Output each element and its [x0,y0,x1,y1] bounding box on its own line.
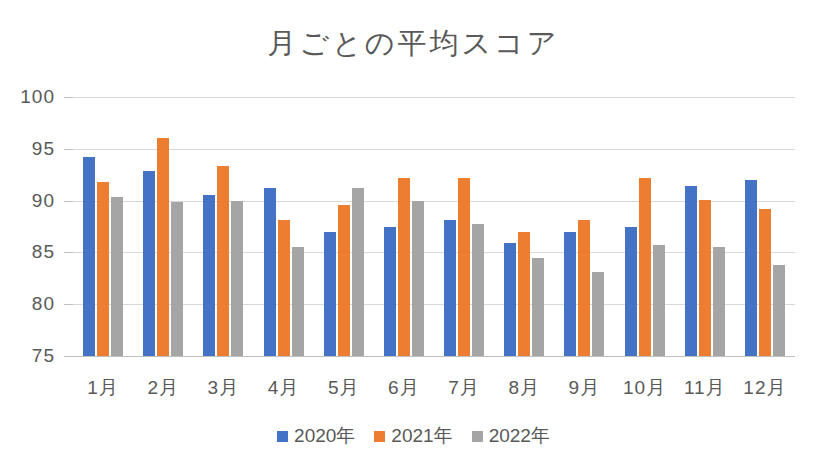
bar-2021年-6月 [398,178,410,356]
gridline-95 [73,149,795,150]
bar-2021年-9月 [578,220,590,356]
y-tick-80 [64,304,73,305]
bar-2022年-3月 [231,201,243,356]
y-axis-label-95: 95 [0,139,55,159]
y-tick-95 [64,149,73,150]
y-tick-100 [64,97,73,98]
y-axis-label-80: 80 [0,294,55,314]
bar-2020年-2月 [143,171,155,356]
legend-swatch-2020年 [277,431,288,442]
x-axis-label-2月: 2月 [147,376,179,400]
bar-2021年-4月 [278,220,290,356]
bar-2021年-7月 [458,178,470,356]
bar-2020年-1月 [83,157,95,356]
x-axis-label-1月: 1月 [87,376,119,400]
x-axis-label-11月: 11月 [684,376,726,400]
legend-swatch-2022年 [472,431,483,442]
bar-2021年-10月 [639,178,651,356]
x-axis-label-12月: 12月 [743,376,786,400]
bar-2020年-3月 [203,195,215,356]
bar-2022年-8月 [532,258,544,356]
y-axis-label-75: 75 [0,346,55,366]
y-tick-90 [64,201,73,202]
bar-2020年-6月 [384,227,396,357]
legend-label-2020年: 2020年 [294,423,355,449]
bar-chart: 月ごとの平均スコア 75 80 85 90 95 100 1月 2月 3月 4月 5月 6月 7月 8月 9… [0,0,827,473]
bar-2022年-2月 [171,202,183,356]
legend: 2020年 2021年 2022年 [0,423,827,449]
chart-title: 月ごとの平均スコア [0,26,827,60]
bar-2020年-9月 [564,232,576,356]
bar-2020年-10月 [625,227,637,357]
bar-2022年-1月 [111,197,123,356]
x-axis-label-10月: 10月 [623,376,666,400]
bar-2020年-4月 [264,188,276,356]
x-axis-label-3月: 3月 [208,376,240,400]
x-axis-line [73,356,795,357]
legend-item-2021年: 2021年 [374,423,452,449]
legend-item-2020年: 2020年 [277,423,355,449]
bar-2021年-3月 [217,166,229,356]
bar-2021年-12月 [759,209,771,356]
bar-2022年-11月 [713,247,725,356]
bar-2022年-10月 [653,245,665,356]
bar-2022年-12月 [773,265,785,356]
legend-swatch-2021年 [374,431,385,442]
bar-2022年-6月 [412,201,424,356]
bar-2022年-9月 [592,272,604,356]
legend-label-2021年: 2021年 [391,423,452,449]
bar-2020年-11月 [685,186,697,356]
bar-2020年-12月 [745,180,757,356]
x-axis-label-5月: 5月 [328,376,360,400]
y-axis-label-90: 90 [0,191,55,211]
bar-2021年-11月 [699,200,711,356]
gridline-100 [73,97,795,98]
bar-2022年-5月 [352,188,364,356]
bar-2020年-8月 [504,243,516,356]
x-axis-label-9月: 9月 [569,376,601,400]
x-axis-label-6月: 6月 [388,376,420,400]
bar-2021年-5月 [338,205,350,356]
bar-2021年-2月 [157,138,169,356]
bar-2020年-7月 [444,220,456,356]
bar-2020年-5月 [324,232,336,356]
x-axis-label-4月: 4月 [268,376,300,400]
bar-2021年-8月 [518,232,530,356]
y-tick-85 [64,252,73,253]
bar-2022年-7月 [472,224,484,356]
legend-item-2022年: 2022年 [472,423,550,449]
bar-2022年-4月 [292,247,304,356]
y-axis-label-100: 100 [0,87,55,107]
y-axis-label-85: 85 [0,242,55,262]
x-axis-label-7月: 7月 [448,376,480,400]
bar-2021年-1月 [97,182,109,356]
y-tick-75 [64,356,73,357]
legend-label-2022年: 2022年 [489,423,550,449]
x-axis-label-8月: 8月 [508,376,540,400]
